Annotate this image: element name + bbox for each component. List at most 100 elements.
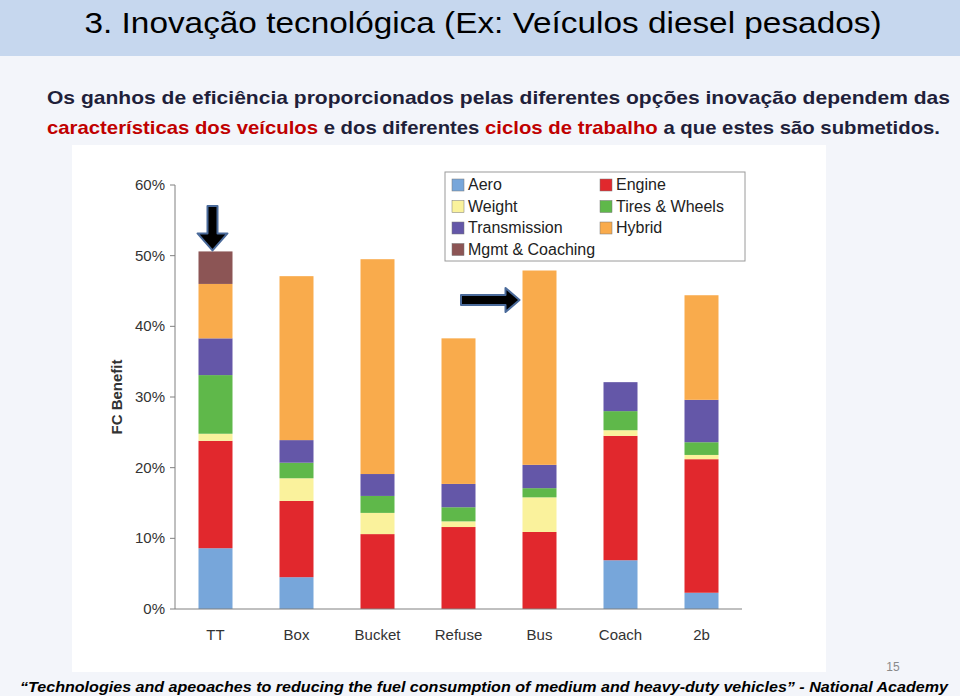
bar-segment (604, 430, 638, 436)
bar-segment (442, 338, 476, 484)
bar-segment (361, 496, 395, 513)
legend-label: Aero (468, 176, 502, 193)
bar-segment (199, 251, 233, 284)
legend-box (445, 172, 745, 261)
bar-segment (604, 382, 638, 411)
bar-segment (280, 501, 314, 577)
x-tick-label: 2b (693, 626, 710, 643)
bar-segment (685, 455, 719, 459)
y-tick-label: 10% (135, 529, 165, 546)
bar-segment (604, 436, 638, 560)
footer-source: “Technologies and apeoaches to reducing … (20, 678, 949, 695)
bar-segment (604, 411, 638, 430)
y-tick-label: 0% (143, 600, 165, 617)
bar-segment (685, 295, 719, 400)
bar-segment (199, 434, 233, 441)
bar-segment (280, 440, 314, 463)
x-axis (175, 609, 742, 610)
legend-swatch (452, 244, 464, 256)
arrow (461, 288, 520, 312)
x-tick-label: Bucket (355, 626, 402, 643)
bar-segment (361, 513, 395, 534)
subtitle-segment: e dos diferentes (318, 117, 485, 138)
y-tick-label: 50% (135, 247, 165, 264)
bar-segment (361, 259, 395, 260)
y-tick (170, 185, 175, 186)
bar-segment (199, 284, 233, 338)
title-bar (0, 0, 960, 56)
slide-background (0, 0, 960, 696)
bar-segment (523, 532, 557, 609)
bar-segment (523, 488, 557, 497)
y-tick-label: 30% (135, 388, 165, 405)
subtitle-segment: Os ganhos de eficiência proporcionados p… (47, 87, 950, 108)
y-tick-label: 60% (135, 176, 165, 193)
bar-segment (685, 442, 719, 455)
y-tick-label: 20% (135, 459, 165, 476)
legend: Aero Engine Weight Tires & Wheels Transmissi… (445, 172, 745, 261)
bar-segment (604, 560, 638, 609)
y-tick (170, 326, 175, 327)
bar-segment (280, 276, 314, 277)
bars (199, 251, 719, 609)
slide: 3. Inovação tecnológica (Ex: Veículos di… (0, 0, 960, 696)
y-tick (170, 609, 175, 610)
subtitle-line: características dos veículos e dos difer… (47, 117, 940, 138)
y-tick-label: 40% (135, 317, 165, 334)
subtitle-segment: a que estes são submetidos. (658, 117, 940, 138)
bar-segment (280, 478, 314, 501)
slide-title: 3. Inovação tecnológica (Ex: Veículos di… (85, 6, 882, 39)
legend-label: Tires & Wheels (616, 198, 724, 215)
bar-segment (361, 534, 395, 609)
legend-swatch (452, 201, 464, 213)
bar-segment (685, 593, 719, 609)
bar-segment (199, 548, 233, 609)
legend-swatch (600, 179, 612, 191)
y-tick (170, 255, 175, 256)
legend-label: Transmission (468, 219, 563, 236)
bar-segment (361, 474, 395, 496)
legend-label: Weight (468, 198, 518, 215)
legend-swatch (452, 179, 464, 191)
y-tick (170, 538, 175, 539)
legend-label: Hybrid (616, 219, 662, 236)
subtitle-segment: características dos veículos (47, 117, 318, 138)
y-tick (170, 467, 175, 468)
bar-segment (280, 276, 314, 440)
bar-segment (442, 507, 476, 521)
x-tick-label: Coach (599, 626, 642, 643)
bar-segment (604, 382, 638, 383)
bar-segment (523, 465, 557, 488)
bar-segment (523, 270, 557, 271)
bar-segment (685, 459, 719, 593)
page-number: 15 (886, 660, 900, 674)
y-tick (170, 397, 175, 398)
x-tick-label: Refuse (435, 626, 483, 643)
bar-segment (523, 497, 557, 532)
arrow (198, 206, 228, 250)
x-tick-label: TT (206, 626, 224, 643)
legend-swatch (452, 222, 464, 234)
legend-swatch (600, 222, 612, 234)
bar-segment (685, 295, 719, 296)
legend-swatch (600, 201, 612, 213)
x-tick-label: Bus (527, 626, 553, 643)
x-tick-label: Box (284, 626, 310, 643)
y-axis-label: FC Benefit (108, 359, 125, 434)
bar-segment (199, 441, 233, 548)
bar-segment (442, 527, 476, 609)
subtitle-segment: ciclos de trabalho (485, 117, 658, 138)
bar-segment (280, 463, 314, 479)
legend-label: Engine (616, 176, 666, 193)
bar-segment (442, 338, 476, 339)
legend-label: Mgmt & Coaching (468, 241, 595, 258)
bar-segment (199, 338, 233, 375)
bar-segment (523, 271, 557, 465)
bar-segment (604, 382, 638, 383)
bar-segment (442, 521, 476, 527)
bar-segment (199, 375, 233, 434)
bar-segment (442, 484, 476, 507)
bar-segment (361, 259, 395, 474)
subtitle-line: Os ganhos de eficiência proporcionados p… (47, 87, 950, 108)
chart-background (72, 145, 826, 672)
